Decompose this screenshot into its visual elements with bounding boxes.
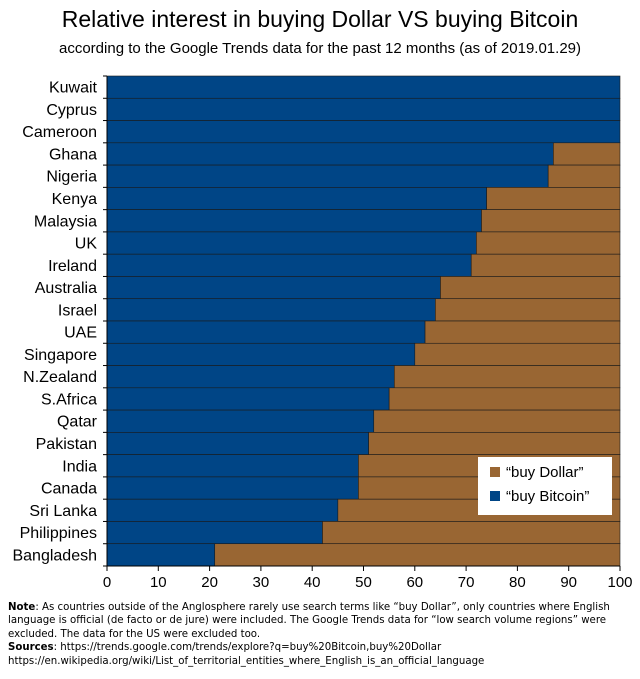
sources-label: Sources [8, 642, 54, 654]
x-tick-label: 100 [607, 574, 632, 591]
legend-swatch [490, 491, 500, 501]
category-label: Philippines [20, 525, 97, 542]
bar-bitcoin-kuwait [106, 75, 621, 99]
bar-bitcoin-cyprus [106, 97, 621, 121]
chart-title: Relative interest in buying Dollar VS bu… [61, 6, 579, 32]
x-tick-label: 80 [509, 574, 526, 591]
bar-bitcoin-singapore [106, 342, 416, 366]
note-paragraph: Note: As countries outside of the Anglos… [8, 601, 636, 641]
bar-bitcoin-cameroon [106, 120, 621, 144]
legend-swatch [490, 467, 500, 477]
bar-dollar-bangladesh [214, 543, 621, 567]
category-label: Australia [35, 280, 97, 297]
category-label: UK [75, 236, 98, 253]
bar-bitcoin-pakistan [106, 432, 369, 455]
category-label: Kuwait [49, 80, 98, 97]
category-label: Ghana [49, 146, 97, 163]
bar-bitcoin-nzealand [106, 365, 395, 389]
category-label: Bangladesh [12, 547, 97, 564]
category-label: Pakistan [36, 436, 97, 453]
category-label: Singapore [24, 347, 97, 364]
bar-bitcoin-ghana [106, 142, 554, 166]
bar-bitcoin-malaysia [106, 209, 482, 233]
bars-layer [106, 75, 621, 567]
legend-label: “buy Dollar” [506, 464, 584, 481]
sources-paragraph: Sources: https://trends.google.com/trend… [8, 641, 636, 654]
category-label: Cyprus [46, 102, 97, 119]
sources-link-2: https://en.wikipedia.org/wiki/List_of_te… [8, 655, 485, 667]
bar-bitcoin-uk [106, 231, 477, 255]
category-labels: Kuwait Cyprus Cameroon Ghana Nigeria Kenya Mal… [12, 80, 97, 565]
category-label: Canada [41, 481, 97, 498]
bar-dollar-uae [424, 320, 621, 344]
bar-bitcoin-nigeria [106, 164, 549, 188]
bar-bitcoin-australia [106, 276, 441, 300]
x-tick-label: 60 [406, 574, 423, 591]
x-tick-label: 0 [103, 574, 111, 591]
stacked-bar-chart: Kuwait Cyprus Cameroon Ghana Nigeria Kenya Mal… [12, 75, 633, 591]
x-tick-label: 20 [201, 574, 218, 591]
bar-dollar-ireland [470, 253, 621, 277]
bar-dollar-qatar [373, 409, 621, 433]
x-axis: 0 10 20 30 40 50 60 70 80 90 100 [103, 75, 633, 591]
category-label: India [62, 458, 97, 475]
bar-bitcoin-kenya [106, 187, 487, 210]
category-label: Qatar [57, 414, 98, 431]
legend: “buy Dollar” “buy Bitcoin” [478, 457, 612, 515]
legend-box [478, 457, 612, 515]
category-label: Nigeria [46, 169, 97, 186]
bar-bitcoin-ireland [106, 253, 472, 277]
bar-bitcoin-india [106, 454, 359, 478]
bar-dollar-philippines [322, 521, 621, 545]
bar-dollar-australia [440, 276, 621, 300]
note-text: : As countries outside of the Anglospher… [8, 602, 610, 640]
category-label: Cameroon [22, 124, 97, 141]
bar-bitcoin-safrica [106, 387, 390, 411]
bar-dollar-pakistan [368, 432, 621, 455]
category-label: Kenya [52, 191, 97, 208]
bar-dollar-singapore [414, 342, 621, 366]
x-tick-label: 10 [150, 574, 167, 591]
x-tick-label: 30 [253, 574, 270, 591]
category-label: N.Zealand [23, 369, 97, 386]
category-label: Sri Lanka [29, 503, 97, 520]
category-label: UAE [64, 325, 97, 342]
bar-bitcoin-uae [106, 320, 426, 344]
bar-bitcoin-srilanka [106, 498, 339, 522]
footnotes: Note: As countries outside of the Anglos… [8, 601, 636, 668]
category-label: Malaysia [34, 213, 97, 230]
bar-bitcoin-israel [106, 298, 436, 322]
bar-dollar-israel [435, 298, 621, 322]
bar-dollar-kenya [486, 187, 621, 210]
chart-subtitle: according to the Google Trends data for … [59, 40, 581, 57]
x-tick-label: 70 [458, 574, 475, 591]
category-label: Israel [58, 302, 97, 319]
bar-bitcoin-bangladesh [106, 543, 216, 567]
category-label: S.Africa [41, 391, 97, 408]
x-tick-label: 90 [560, 574, 577, 591]
legend-label: “buy Bitcoin” [506, 488, 589, 505]
bar-dollar-malaysia [481, 209, 621, 233]
bar-bitcoin-canada [106, 476, 359, 500]
bar-dollar-nzealand [393, 365, 621, 389]
x-tick-label: 50 [355, 574, 372, 591]
bar-dollar-safrica [388, 387, 621, 411]
bar-dollar-uk [476, 231, 621, 255]
bar-bitcoin-philippines [106, 521, 323, 545]
bar-dollar-nigeria [547, 164, 621, 188]
x-tick-label: 40 [304, 574, 321, 591]
bar-dollar-ghana [553, 142, 621, 166]
bar-bitcoin-qatar [106, 409, 375, 433]
note-label: Note [8, 602, 36, 613]
sources-text: : https://trends.google.com/trends/explo… [53, 642, 442, 654]
category-label: Ireland [48, 258, 97, 275]
